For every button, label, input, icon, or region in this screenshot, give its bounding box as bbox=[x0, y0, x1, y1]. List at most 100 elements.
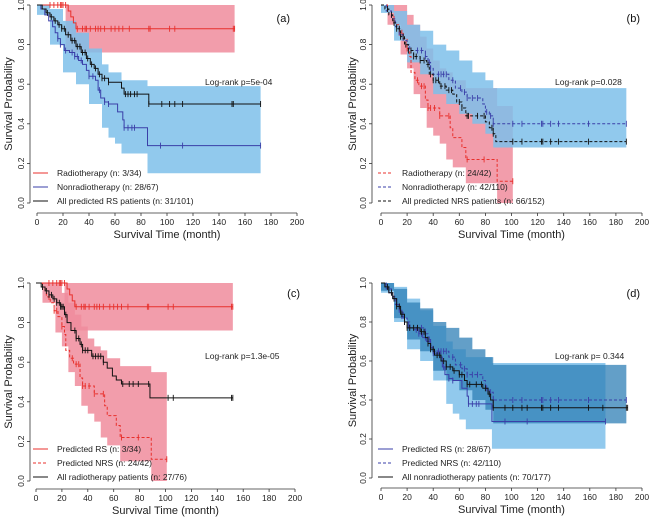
y-tick-label: 0.6 bbox=[358, 355, 368, 367]
log-rank-annotation: Log-rank p= 0.344 bbox=[555, 351, 625, 361]
y-tick-label: 1.0 bbox=[16, 277, 26, 289]
confidence-band bbox=[381, 5, 627, 148]
legend-entry: All predicted NRS patients (n: 66/152) bbox=[402, 196, 545, 206]
confidence-band bbox=[37, 5, 261, 174]
survival-curve bbox=[381, 282, 627, 401]
x-tick-label: 200 bbox=[635, 492, 649, 502]
x-tick-label: 120 bbox=[531, 492, 545, 502]
x-tick-label: 140 bbox=[557, 492, 571, 502]
y-tick-label: 0.2 bbox=[358, 433, 368, 445]
panel-label: (d) bbox=[627, 288, 640, 300]
x-tick-label: 180 bbox=[262, 493, 276, 503]
x-tick-label: 40 bbox=[428, 217, 438, 227]
y-tick-label: 0.8 bbox=[16, 316, 26, 328]
x-tick-label: 20 bbox=[402, 492, 412, 502]
x-tick-label: 80 bbox=[136, 217, 146, 227]
legend-entry: Predicted NRS (n: 24/42) bbox=[57, 458, 152, 468]
legend-entry: Predicted RS (n: 28/67) bbox=[402, 444, 491, 454]
x-tick-label: 120 bbox=[531, 217, 545, 227]
x-tick-label: 100 bbox=[504, 217, 518, 227]
panel-label: (c) bbox=[287, 288, 300, 300]
x-tick-label: 40 bbox=[83, 493, 93, 503]
y-tick-label: 0.2 bbox=[16, 435, 26, 447]
confidence-band bbox=[42, 283, 167, 481]
x-tick-label: 0 bbox=[34, 493, 39, 503]
x-tick-label: 180 bbox=[609, 492, 623, 502]
legend-entry: All predicted RS patients (n: 31/101) bbox=[57, 196, 194, 206]
y-tick-label: 0.8 bbox=[358, 38, 368, 50]
y-tick-label: 1.0 bbox=[16, 0, 26, 11]
x-tick-label: 20 bbox=[58, 217, 68, 227]
survival-curve bbox=[36, 282, 167, 460]
x-tick-label: 100 bbox=[160, 217, 174, 227]
y-tick-label: 0.8 bbox=[16, 38, 26, 50]
legend-entry: Nonradiotherapy (n: 28/67) bbox=[57, 182, 159, 192]
y-tick-label: 0.6 bbox=[358, 78, 368, 90]
survival-curve bbox=[381, 4, 513, 182]
survival-curve bbox=[381, 282, 628, 409]
y-tick-label: 0.2 bbox=[16, 157, 26, 169]
y-tick-label: 0.6 bbox=[16, 356, 26, 368]
y-tick-label: 0.2 bbox=[358, 157, 368, 169]
survival-curve bbox=[37, 4, 261, 105]
x-tick-label: 200 bbox=[635, 217, 649, 227]
x-tick-label: 140 bbox=[557, 217, 571, 227]
y-tick-label: 0.0 bbox=[358, 197, 368, 209]
x-tick-label: 20 bbox=[57, 493, 67, 503]
x-tick-label: 100 bbox=[504, 492, 518, 502]
y-tick-label: 0.6 bbox=[16, 78, 26, 90]
y-axis-title: Survival Probability bbox=[3, 335, 15, 429]
x-tick-label: 120 bbox=[184, 493, 198, 503]
y-tick-label: 0.4 bbox=[16, 118, 26, 130]
y-tick-label: 0.0 bbox=[358, 472, 368, 484]
log-rank-annotation: Log-rank p=0.028 bbox=[555, 77, 622, 87]
x-tick-label: 60 bbox=[455, 492, 465, 502]
x-tick-label: 40 bbox=[428, 492, 438, 502]
panel-c: 0.0 0.2 0.4 0.6 0.8 1.0 0 20 40 60 80 100 120 140 160 1… bbox=[3, 277, 302, 517]
log-rank-annotation: Log-rank p=5e-04 bbox=[205, 77, 273, 87]
y-tick-label: 0.8 bbox=[358, 316, 368, 328]
x-tick-label: 120 bbox=[186, 217, 200, 227]
y-tick-label: 0.4 bbox=[358, 118, 368, 130]
survival-curve bbox=[36, 282, 233, 399]
legend-entry: Predicted NRS (n: 42/110) bbox=[402, 458, 501, 468]
log-rank-annotation: Log-rank p=1.3e-05 bbox=[205, 351, 280, 361]
x-tick-label: 160 bbox=[583, 492, 597, 502]
panel-d: 0.0 0.2 0.4 0.6 0.8 1.0 0 20 40 60 80 100 120 140 160 1… bbox=[347, 277, 649, 516]
x-tick-label: 200 bbox=[290, 217, 304, 227]
x-axis-title: Survival Time (month) bbox=[458, 229, 565, 241]
x-tick-label: 0 bbox=[35, 217, 40, 227]
y-tick-label: 1.0 bbox=[358, 0, 368, 11]
x-tick-label: 0 bbox=[379, 217, 384, 227]
survival-curve bbox=[37, 4, 261, 147]
panel-b: 0.0 0.2 0.4 0.6 0.8 1.0 0 20 40 60 80 100 120 140 160 1… bbox=[347, 0, 649, 241]
legend-entry: Radiotherapy (n: 24/42) bbox=[402, 168, 491, 178]
x-tick-label: 60 bbox=[110, 217, 120, 227]
x-tick-label: 160 bbox=[238, 217, 252, 227]
y-axis-title: Survival Probability bbox=[347, 57, 359, 151]
y-axis-title: Survival Probability bbox=[3, 57, 15, 151]
x-tick-label: 140 bbox=[210, 493, 224, 503]
x-tick-label: 20 bbox=[402, 217, 412, 227]
x-axis-title: Survival Time (month) bbox=[112, 505, 219, 517]
x-tick-label: 180 bbox=[609, 217, 623, 227]
legend-entry: Nonradiotherapy (n: 42/110) bbox=[402, 182, 508, 192]
x-tick-label: 180 bbox=[264, 217, 278, 227]
x-tick-label: 160 bbox=[236, 493, 250, 503]
x-tick-label: 80 bbox=[481, 492, 491, 502]
x-tick-label: 160 bbox=[583, 217, 597, 227]
y-tick-label: 0.4 bbox=[358, 394, 368, 406]
x-tick-label: 60 bbox=[109, 493, 119, 503]
legend-entry: All radiotherapy patients (n: 27/76) bbox=[57, 472, 187, 482]
legend-entry: Radiotherapy (n: 3/34) bbox=[57, 168, 142, 178]
y-tick-label: 0.4 bbox=[16, 396, 26, 408]
legend-entry: Predicted RS (n: 3/34) bbox=[57, 444, 141, 454]
x-axis-title: Survival Time (month) bbox=[458, 504, 565, 516]
x-tick-label: 100 bbox=[158, 493, 172, 503]
y-tick-label: 0.0 bbox=[16, 475, 26, 487]
survival-curve bbox=[381, 4, 627, 125]
y-tick-label: 0.0 bbox=[16, 197, 26, 209]
survival-curve bbox=[36, 282, 233, 308]
x-tick-label: 60 bbox=[455, 217, 465, 227]
